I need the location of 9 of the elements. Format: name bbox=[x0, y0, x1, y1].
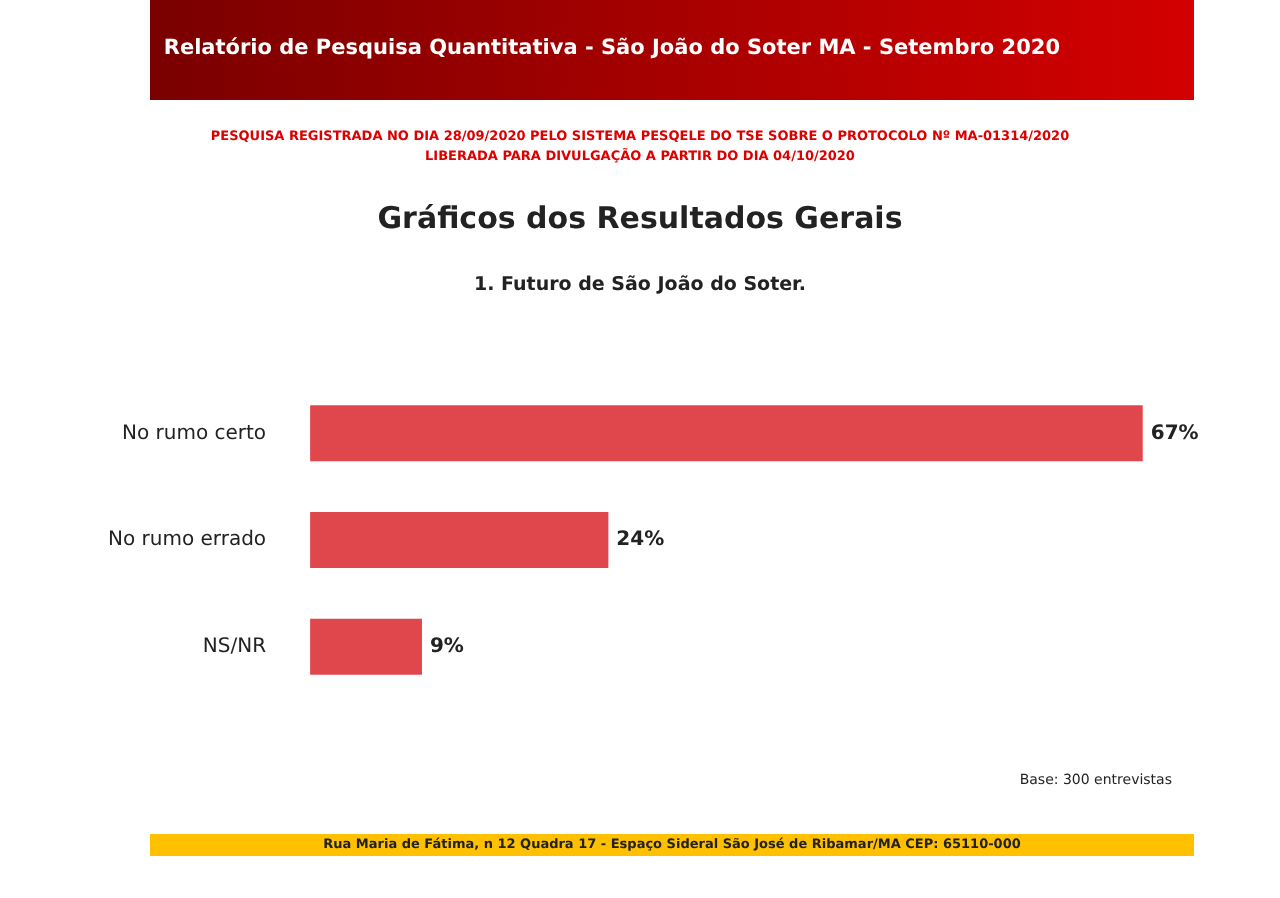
data-label: 9% bbox=[429, 635, 464, 658]
y-tick-label: No rumo errado bbox=[107, 529, 267, 552]
data-label: 67% bbox=[1150, 422, 1199, 445]
chart-title: 1. Futuro de São João do Soter. bbox=[472, 274, 808, 296]
y-tick-label: NS/NR bbox=[202, 635, 267, 658]
data-label: 24% bbox=[616, 529, 665, 552]
text: Relatório de Pesquisa Quantitativa - São João do Soter MA - Setembro 2020 bbox=[161, 36, 1060, 60]
text: Gráficos dos Resultados Gerais bbox=[375, 200, 905, 236]
y-tick-label: No rumo certo bbox=[121, 422, 267, 445]
